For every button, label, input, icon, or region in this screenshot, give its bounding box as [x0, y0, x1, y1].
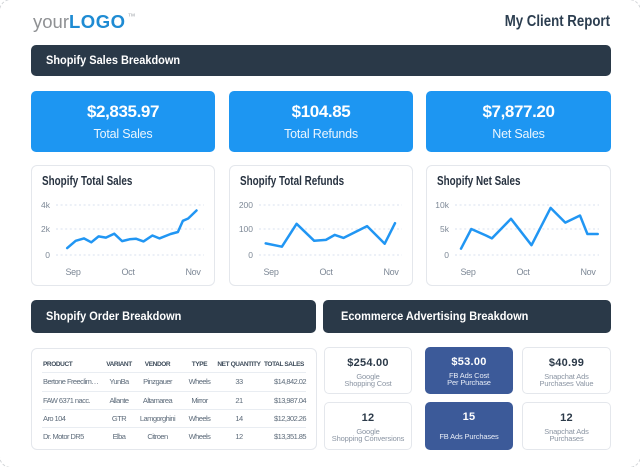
- svg-text:Sep: Sep: [65, 267, 80, 277]
- svg-text:2k: 2k: [41, 224, 51, 234]
- svg-text:Oct: Oct: [121, 267, 135, 277]
- svg-text:0: 0: [248, 250, 253, 260]
- svg-text:10k: 10k: [435, 200, 449, 210]
- svg-text:200: 200: [239, 200, 253, 210]
- svg-text:Sep: Sep: [263, 267, 278, 277]
- svg-text:Oct: Oct: [516, 267, 530, 277]
- svg-text:4k: 4k: [41, 200, 51, 210]
- svg-text:100: 100: [239, 224, 253, 234]
- svg-text:0: 0: [444, 250, 449, 260]
- svg-text:Nov: Nov: [580, 267, 596, 277]
- svg-text:Nov: Nov: [185, 267, 201, 277]
- svg-text:0: 0: [45, 250, 50, 260]
- svg-text:5k: 5k: [440, 224, 450, 234]
- svg-text:Sep: Sep: [460, 267, 475, 277]
- svg-text:Oct: Oct: [319, 267, 333, 277]
- svg-text:Nov: Nov: [383, 267, 399, 277]
